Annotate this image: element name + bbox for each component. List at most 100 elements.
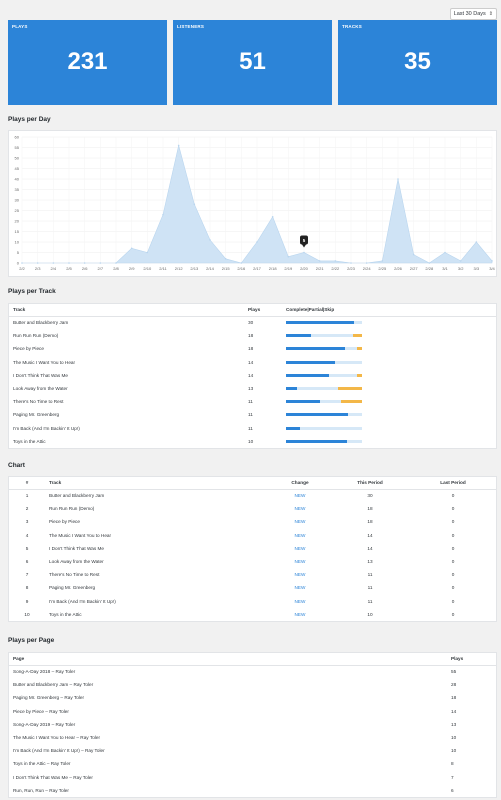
track-name: The Music I Want You to Hear: [13, 359, 76, 365]
x-tick-label: 2/26: [394, 266, 403, 271]
data-point[interactable]: [99, 262, 102, 264]
table-row: 2 Run Run Run (Demo) NEW 18 0: [9, 502, 496, 515]
data-point[interactable]: [271, 216, 274, 218]
change-badge: NEW: [294, 506, 306, 512]
rank: 10: [24, 611, 30, 617]
change-badge: NEW: [294, 519, 306, 525]
track-plays: 14: [248, 359, 254, 365]
completion-bar: [286, 387, 362, 391]
change-badge: NEW: [294, 598, 306, 604]
table-row: 8 Paging Mr. Greenberg NEW 11 0: [9, 581, 496, 594]
plays-per-day-chart: 0 5 10 15 20 25 30 35 40 45 50 55 60 2/2 2/3 2/4 2/5 2/6 2…: [8, 130, 497, 277]
track-name: Butter and Blackberry Jam: [13, 320, 69, 326]
last-period: 0: [451, 506, 455, 512]
data-point[interactable]: [21, 262, 23, 264]
col-this-period: This Period: [330, 477, 410, 490]
complete-fill: [286, 387, 298, 391]
table-row: Paging Mr. Greenberg 11: [9, 408, 496, 421]
complete-fill: [286, 400, 321, 404]
rank: 9: [25, 598, 29, 604]
track-plays: 14: [248, 372, 254, 378]
date-range-select[interactable]: Last 30 Days ⇕: [449, 8, 497, 20]
track-plays: 13: [248, 386, 254, 392]
data-point[interactable]: [287, 255, 290, 258]
page-name: The Music I Want You to Hear – Ray Toler: [13, 735, 101, 741]
track-plays: 11: [248, 425, 253, 431]
data-point[interactable]: [428, 262, 431, 264]
data-point[interactable]: [240, 262, 243, 264]
complete-fill: [286, 321, 355, 325]
data-point[interactable]: [115, 262, 117, 264]
track-plays: 18: [248, 346, 254, 352]
table-row: The Music I Want You to Hear – Ray Toler…: [9, 731, 496, 744]
data-point[interactable]: [130, 247, 133, 250]
data-point[interactable]: [334, 260, 337, 262]
data-point[interactable]: [412, 253, 415, 256]
y-tick-label: 10: [15, 240, 20, 245]
page-name: Song-A-Day 2019 – Ray Toler: [13, 721, 76, 727]
this-period: 11: [367, 572, 373, 578]
data-point[interactable]: [475, 241, 478, 243]
x-tick-label: 2/18: [269, 266, 278, 271]
rank: 5: [25, 545, 29, 551]
data-point[interactable]: [397, 178, 399, 180]
data-point[interactable]: [256, 241, 258, 243]
x-tick-label: 3/3: [474, 266, 480, 271]
col-page: Page: [9, 653, 447, 666]
data-point[interactable]: [381, 260, 384, 262]
completion-bar: [286, 347, 362, 351]
data-point[interactable]: [365, 262, 368, 264]
plays-per-track-table: Track Plays Complete|Partial|Skip Butter…: [9, 304, 496, 448]
table-row: 1 Butter and Blackberry Jam NEW 30 0: [9, 489, 496, 502]
page-plays: 6: [451, 787, 454, 793]
completion-cell: [282, 408, 496, 421]
table-row: I Don't Think That Was Me 14: [9, 369, 496, 382]
track-name: There's No Time to Rest: [49, 572, 100, 578]
partial-fill: [341, 400, 362, 404]
page-plays: 28: [451, 682, 457, 688]
data-point[interactable]: [318, 260, 321, 262]
change-badge: NEW: [294, 585, 306, 591]
complete-fill: [286, 334, 312, 338]
data-point[interactable]: [36, 262, 39, 264]
data-point[interactable]: [444, 251, 446, 254]
data-point[interactable]: [83, 262, 86, 264]
change-badge: NEW: [294, 493, 306, 499]
page-name: Song-A-Day 2018 – Ray Toler: [13, 669, 76, 675]
data-point[interactable]: [193, 203, 196, 205]
complete-fill: [286, 373, 330, 377]
page-plays: 14: [451, 708, 457, 714]
plays-per-page-heading: Plays per Page: [8, 637, 55, 644]
this-period: 13: [367, 559, 373, 565]
data-point[interactable]: [303, 251, 305, 254]
completion-cell: [282, 369, 496, 382]
data-point[interactable]: [162, 213, 164, 216]
data-point[interactable]: [459, 260, 462, 262]
page-plays: 55: [451, 669, 457, 675]
partial-fill: [356, 373, 362, 377]
x-tick-label: 2/14: [206, 266, 215, 271]
col-track: Track: [9, 304, 244, 317]
track-name: The Music I Want You to Hear: [49, 532, 112, 538]
x-tick-label: 2/8: [113, 266, 119, 271]
last-period: 0: [451, 559, 455, 565]
track-plays: 11: [248, 412, 253, 418]
data-point[interactable]: [52, 262, 55, 264]
tooltip-pointer: [302, 244, 306, 248]
y-tick-label: 5: [17, 250, 20, 255]
table-row: 7 There's No Time to Rest NEW 11 0: [9, 568, 496, 581]
data-point[interactable]: [209, 239, 211, 241]
track-name: I'm Back (And I'm Backin' It Up!): [13, 425, 80, 431]
data-point[interactable]: [350, 262, 352, 264]
data-point[interactable]: [224, 258, 227, 260]
y-tick-label: 45: [15, 166, 20, 171]
data-point[interactable]: [146, 251, 149, 254]
track-plays: 30: [248, 320, 254, 326]
track-plays: 18: [248, 333, 254, 339]
partial-fill: [352, 334, 362, 338]
data-point[interactable]: [177, 144, 180, 147]
x-tick-label: 2/3: [35, 266, 41, 271]
rank: 6: [25, 559, 29, 565]
data-point[interactable]: [68, 262, 70, 264]
data-point[interactable]: [491, 260, 493, 262]
